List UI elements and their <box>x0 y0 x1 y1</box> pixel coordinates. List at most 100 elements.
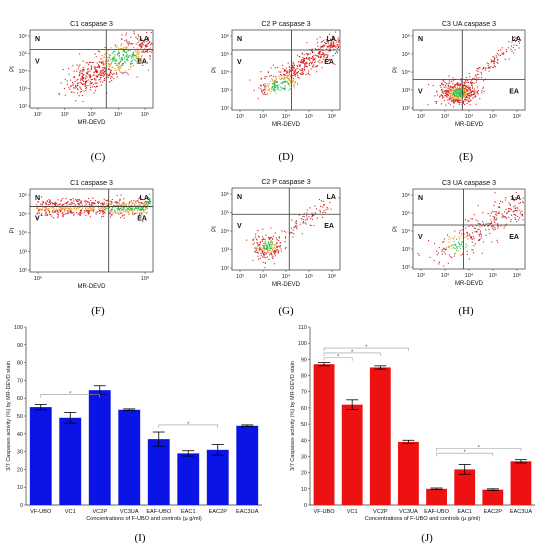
scatter-point <box>283 81 285 83</box>
scatter-point <box>252 243 254 245</box>
scatter-point <box>69 88 71 90</box>
scatter-point <box>476 91 478 93</box>
scatter-point <box>494 192 496 194</box>
scatter-point <box>463 100 465 102</box>
scatter-points <box>36 193 152 223</box>
scatter-point <box>471 84 473 86</box>
scatter-point <box>287 75 289 77</box>
scatter-point <box>492 60 494 62</box>
scatter-point <box>140 202 142 204</box>
scatter-point <box>124 60 126 62</box>
scatter-point <box>149 58 151 60</box>
scatter-point <box>109 212 111 214</box>
scatter-point <box>503 216 505 218</box>
scatter-point <box>101 61 103 63</box>
scatter-point <box>293 80 295 82</box>
scatter-point <box>139 44 141 46</box>
scatter-point <box>260 252 262 254</box>
scatter-point <box>107 59 109 61</box>
scatter-point <box>104 212 106 214</box>
scatter-point <box>96 62 98 64</box>
scatter-point <box>316 65 318 67</box>
scatter-point <box>272 248 274 250</box>
scatter-point <box>131 58 133 60</box>
scatter-point <box>271 251 273 253</box>
scatter-point <box>125 46 127 48</box>
scatter-point <box>312 56 314 58</box>
scatter-point <box>145 51 147 53</box>
scatter-point <box>277 246 279 248</box>
scatter-point <box>322 54 324 56</box>
scatter-point <box>122 202 124 204</box>
scatter-point <box>66 204 68 206</box>
scatter-point <box>72 202 74 204</box>
scatter-point <box>478 235 480 237</box>
scatter-point <box>275 246 277 248</box>
scatter-point <box>302 68 304 70</box>
scatter-point <box>260 85 262 87</box>
scatter-point <box>135 201 137 203</box>
scatter-point <box>502 215 504 217</box>
scatter-point <box>112 52 114 54</box>
y-tick-label: 80 <box>17 361 23 367</box>
scatter-point <box>85 62 87 64</box>
scatter-point <box>462 85 464 87</box>
scatter-point <box>135 43 137 45</box>
scatter-point <box>469 81 471 83</box>
scatter-point <box>446 92 448 94</box>
scatter-point <box>99 208 101 210</box>
scatter-point <box>114 69 116 71</box>
scatter-point <box>127 58 129 60</box>
panel-label: (E) <box>459 151 473 163</box>
scatter-point <box>441 94 443 96</box>
scatter-point <box>511 198 513 200</box>
scatter-point <box>456 246 458 248</box>
scatter-point <box>264 250 266 252</box>
scatter-point <box>79 74 81 76</box>
scatter-point <box>134 54 136 56</box>
scatter-point <box>62 216 64 218</box>
scatter-point <box>146 204 148 206</box>
scatter-point <box>90 79 92 81</box>
scatter-point <box>290 227 292 229</box>
scatter-point <box>492 225 494 227</box>
scatter-point <box>81 207 83 209</box>
scatter-point <box>79 71 81 73</box>
scatter-point <box>460 83 462 85</box>
scatter-point <box>118 53 120 55</box>
scatter-point <box>79 91 81 93</box>
scatter-point <box>493 211 495 213</box>
scatter-point <box>302 73 304 75</box>
scatter-point <box>136 51 138 53</box>
scatter-point <box>85 87 87 89</box>
scatter-point <box>47 214 49 216</box>
scatter-point <box>437 94 439 96</box>
scatter-point <box>127 44 129 46</box>
scatter-point <box>266 75 268 77</box>
scatter-point <box>109 65 111 67</box>
scatter-point <box>73 77 75 79</box>
scatter-point <box>103 202 105 204</box>
scatter-point <box>63 208 65 210</box>
scatter-point <box>261 89 263 91</box>
scatter-point <box>274 81 276 83</box>
scatter-point <box>144 211 146 213</box>
scatter-point <box>418 254 420 256</box>
scatter-point <box>106 207 108 209</box>
scatter-point <box>136 209 138 211</box>
scatter-point <box>459 238 461 240</box>
scatter-point <box>268 242 270 244</box>
scatter-point <box>124 50 126 52</box>
scatter-point <box>473 91 475 93</box>
scatter-point <box>481 92 483 94</box>
scatter-point <box>329 50 331 52</box>
scatter-point <box>475 81 477 83</box>
scatter-point <box>113 57 115 59</box>
scatter-point <box>474 92 476 94</box>
scatter-point <box>522 219 524 221</box>
scatter-point <box>263 243 265 245</box>
scatter-point <box>464 83 466 85</box>
scatter-point <box>275 78 277 80</box>
scatter-point <box>264 91 266 93</box>
scatter-point <box>88 63 90 65</box>
